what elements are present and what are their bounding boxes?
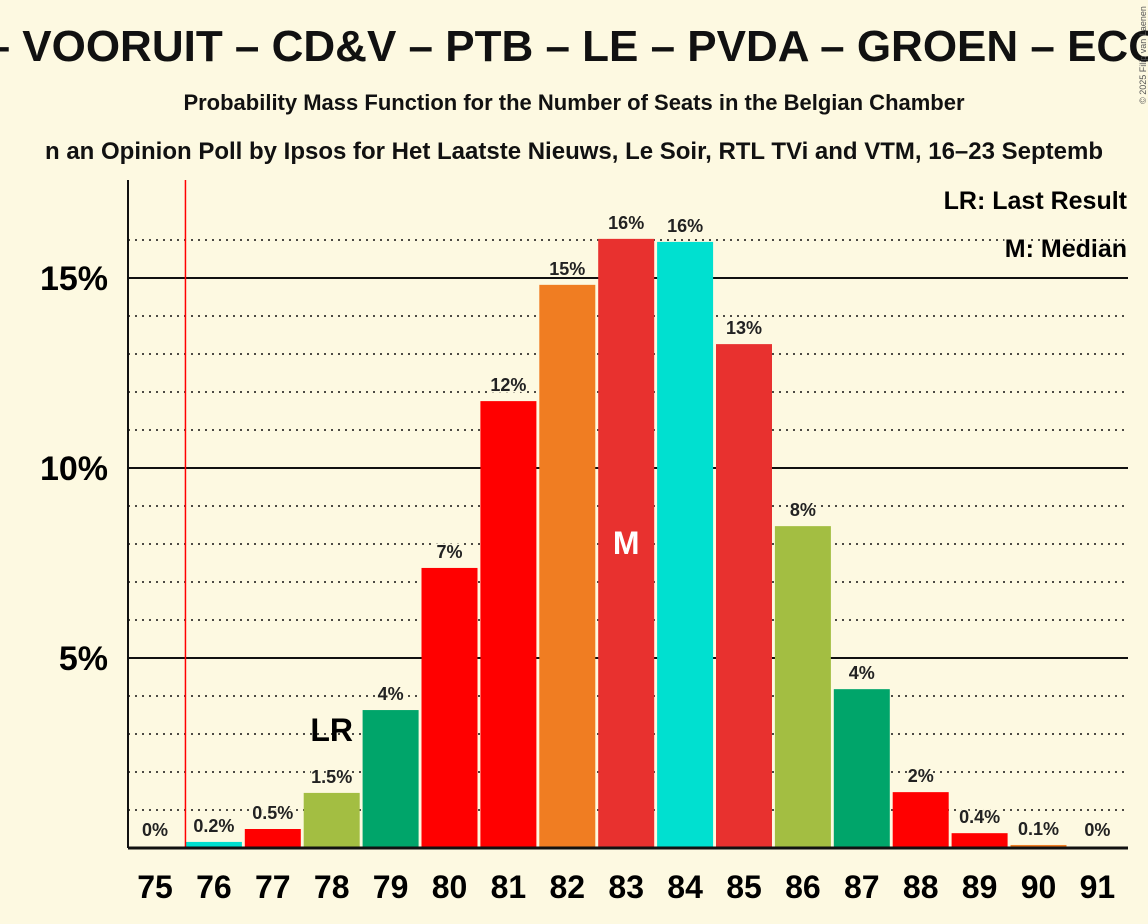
- x-tick-label: 88: [903, 869, 939, 905]
- bar-89: [951, 833, 1008, 848]
- legend-entry: M: Median: [1005, 235, 1127, 263]
- data-label: 1.5%: [311, 767, 352, 787]
- x-tick-label: 80: [432, 869, 468, 905]
- chart-source: n an Opinion Poll by Ipsos for Het Laats…: [45, 138, 1103, 165]
- x-tick-label: 78: [314, 869, 350, 905]
- x-tick-label: 77: [255, 869, 291, 905]
- data-label: 2%: [908, 766, 934, 786]
- x-tick-label: 84: [667, 869, 703, 905]
- data-label: 8%: [790, 500, 816, 520]
- y-tick-label: 15%: [40, 260, 108, 298]
- chart-subtitle: Probability Mass Function for the Number…: [183, 90, 965, 115]
- bar-77: [244, 829, 301, 848]
- y-tick-label: 5%: [59, 640, 108, 678]
- data-label: 0.1%: [1018, 819, 1059, 839]
- bar-88: [892, 792, 949, 848]
- median-marker: M: [613, 525, 640, 561]
- bar-79: [362, 710, 419, 848]
- data-label: 7%: [436, 542, 462, 562]
- data-label: 16%: [608, 213, 644, 233]
- x-tick-label: 91: [1080, 869, 1116, 905]
- data-label: 0%: [1084, 820, 1110, 840]
- data-label: 13%: [726, 318, 762, 338]
- x-tick-label: 86: [785, 869, 821, 905]
- bar-87: [833, 689, 890, 848]
- data-label: 0.2%: [193, 816, 234, 836]
- bar-81: [480, 401, 537, 848]
- x-tick-label: 85: [726, 869, 762, 905]
- bar-85: [716, 344, 772, 848]
- last-result-marker: LR: [310, 712, 353, 748]
- data-label: 15%: [549, 259, 585, 279]
- x-tick-label: 83: [608, 869, 644, 905]
- x-tick-label: 82: [550, 869, 586, 905]
- data-label: 4%: [849, 663, 875, 683]
- data-label: 0.4%: [959, 807, 1000, 827]
- bar-82: [539, 284, 596, 849]
- chart-title: – VOORUIT – CD&V – PTB – LE – PVDA – GRO…: [0, 22, 1148, 71]
- bar-78: [303, 792, 360, 848]
- bar-84: [657, 241, 714, 848]
- bar-86: [774, 526, 831, 848]
- x-tick-label: 81: [491, 869, 527, 905]
- bar-83: [598, 238, 655, 849]
- legend-entry: LR: Last Result: [944, 187, 1128, 215]
- data-label: 4%: [378, 684, 404, 704]
- x-tick-label: 76: [196, 869, 232, 905]
- x-tick-label: 79: [373, 869, 409, 905]
- bar-76: [185, 841, 242, 848]
- x-tick-label: 75: [137, 869, 173, 905]
- x-tick-label: 87: [844, 869, 880, 905]
- bar-90: [1010, 844, 1067, 848]
- data-label: 12%: [490, 375, 526, 395]
- x-tick-label: 90: [1021, 869, 1057, 905]
- data-label: 0.5%: [252, 803, 293, 823]
- y-tick-label: 10%: [40, 450, 108, 488]
- x-tick-label: 89: [962, 869, 998, 905]
- bar-80: [421, 567, 478, 848]
- data-label: 0%: [142, 820, 168, 840]
- data-label: 16%: [667, 216, 703, 236]
